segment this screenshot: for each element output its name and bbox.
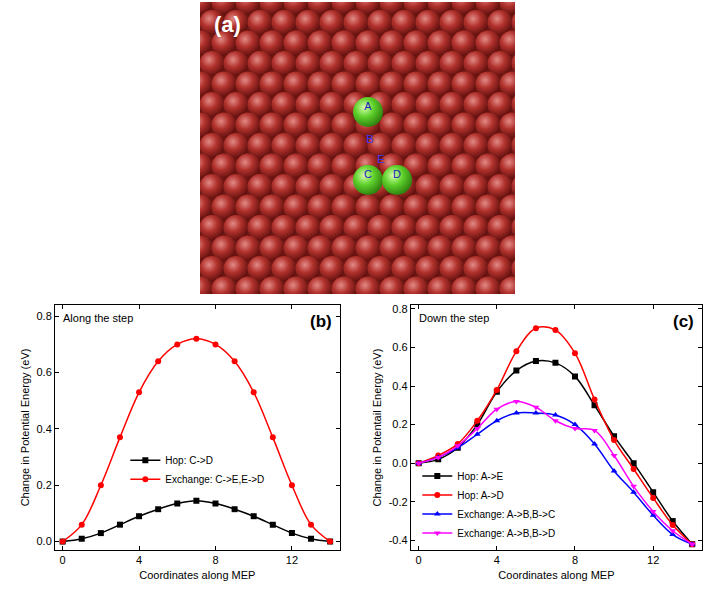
svg-text:0.4: 0.4 — [392, 380, 407, 392]
svg-text:0.8: 0.8 — [37, 310, 52, 322]
svg-text:B: B — [366, 133, 373, 145]
svg-text:0: 0 — [60, 554, 66, 566]
svg-text:D: D — [393, 168, 401, 180]
svg-text:C: C — [364, 168, 372, 180]
svg-text:Hop: A->E: Hop: A->E — [457, 471, 503, 482]
svg-text:0.8: 0.8 — [392, 303, 407, 315]
svg-text:Hop: A->D: Hop: A->D — [457, 490, 503, 501]
svg-text:-0.4: -0.4 — [389, 534, 408, 546]
svg-text:0.2: 0.2 — [37, 479, 52, 491]
svg-text:Along the step: Along the step — [63, 312, 133, 324]
svg-text:4: 4 — [494, 554, 500, 566]
svg-text:(a): (a) — [214, 12, 241, 37]
svg-text:Exchange: C->E,E->D: Exchange: C->E,E->D — [165, 474, 264, 485]
svg-text:0.2: 0.2 — [392, 418, 407, 430]
svg-text:8: 8 — [212, 554, 218, 566]
svg-text:-0.2: -0.2 — [389, 496, 408, 508]
svg-text:4: 4 — [136, 554, 142, 566]
svg-text:0.6: 0.6 — [392, 341, 407, 353]
svg-text:12: 12 — [647, 554, 659, 566]
svg-text:8: 8 — [572, 554, 578, 566]
svg-text:0.6: 0.6 — [37, 366, 52, 378]
svg-text:0.0: 0.0 — [37, 535, 52, 547]
svg-text:0.4: 0.4 — [37, 423, 52, 435]
svg-text:Hop: C->D: Hop: C->D — [165, 455, 213, 466]
svg-text:(c): (c) — [673, 312, 694, 331]
svg-text:Exchange: A->B,B->C: Exchange: A->B,B->C — [457, 509, 555, 520]
svg-text:(b): (b) — [310, 312, 332, 331]
svg-text:Change in Potentail Energy (eV: Change in Potentail Energy (eV) — [371, 349, 383, 507]
svg-text:Exchange: A->B,B->D: Exchange: A->B,B->D — [457, 528, 555, 539]
svg-text:12: 12 — [286, 554, 298, 566]
svg-text:Down the step: Down the step — [419, 312, 489, 324]
svg-text:A: A — [364, 100, 372, 112]
svg-text:Change in Potential Energy (eV: Change in Potential Energy (eV) — [19, 349, 31, 507]
svg-text:0.0: 0.0 — [392, 457, 407, 469]
svg-text:0: 0 — [416, 554, 422, 566]
svg-text:Coordinates along MEP: Coordinates along MEP — [139, 569, 255, 581]
svg-text:Coordinates along MEP: Coordinates along MEP — [498, 569, 614, 581]
svg-text:E: E — [377, 153, 384, 165]
